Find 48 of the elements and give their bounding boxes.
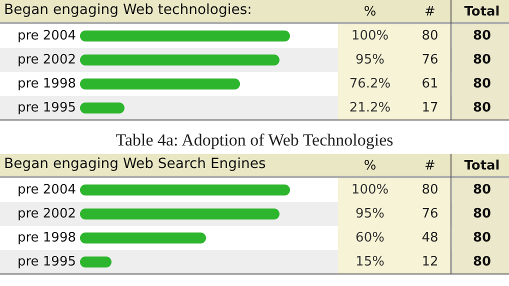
data-label: 15% bbox=[356, 254, 384, 270]
y-tick-label: pre 2002 bbox=[17, 52, 76, 68]
text: 61 bbox=[422, 76, 438, 92]
data-label: 21.2% bbox=[349, 100, 391, 116]
bar bbox=[80, 78, 240, 90]
text: 80 bbox=[472, 230, 492, 246]
y-tick-label: pre 1995 bbox=[17, 100, 76, 116]
bar bbox=[80, 30, 290, 42]
text: 76 bbox=[422, 206, 438, 222]
y-tick-label: pre 2004 bbox=[17, 182, 76, 198]
bar bbox=[80, 54, 280, 66]
y-tick-label: pre 2004 bbox=[17, 28, 76, 44]
bar bbox=[80, 232, 206, 244]
bar bbox=[80, 208, 280, 220]
text: # bbox=[424, 4, 436, 20]
y-tick-label: pre 1995 bbox=[17, 254, 76, 270]
text: 12 bbox=[422, 254, 438, 270]
text: 80 bbox=[472, 76, 492, 92]
text: 80 bbox=[472, 28, 492, 44]
chart-title: Began engaging Web technologies: bbox=[4, 2, 252, 18]
chart-title: Began engaging Web Search Engines bbox=[4, 156, 266, 172]
text: 80 bbox=[422, 182, 438, 198]
data-label: 100% bbox=[351, 28, 389, 44]
text: % bbox=[364, 4, 376, 20]
data-label: 60% bbox=[356, 230, 384, 246]
data-label: 76.2% bbox=[349, 76, 391, 92]
y-tick-label: pre 1998 bbox=[17, 76, 76, 92]
text: 80 bbox=[472, 100, 492, 116]
text: 80 bbox=[422, 28, 438, 44]
text: 80 bbox=[472, 182, 492, 198]
data-label: 95% bbox=[356, 52, 384, 68]
text: 80 bbox=[472, 254, 492, 270]
text: 80 bbox=[472, 52, 492, 68]
caption: Table 4a: Adoption of Web Technologies bbox=[116, 130, 394, 150]
text: Total bbox=[464, 4, 500, 20]
y-tick-label: pre 2002 bbox=[17, 206, 76, 222]
y-tick-label: pre 1998 bbox=[17, 230, 76, 246]
bar bbox=[80, 184, 290, 196]
bar bbox=[80, 102, 125, 114]
text: 17 bbox=[422, 100, 438, 116]
text: 80 bbox=[472, 206, 492, 222]
text: % bbox=[364, 158, 376, 174]
text: 76 bbox=[422, 52, 438, 68]
text: Total bbox=[464, 158, 500, 174]
text: 48 bbox=[422, 230, 438, 246]
text: # bbox=[424, 158, 436, 174]
data-label: 95% bbox=[356, 206, 384, 222]
data-label: 100% bbox=[351, 182, 389, 198]
